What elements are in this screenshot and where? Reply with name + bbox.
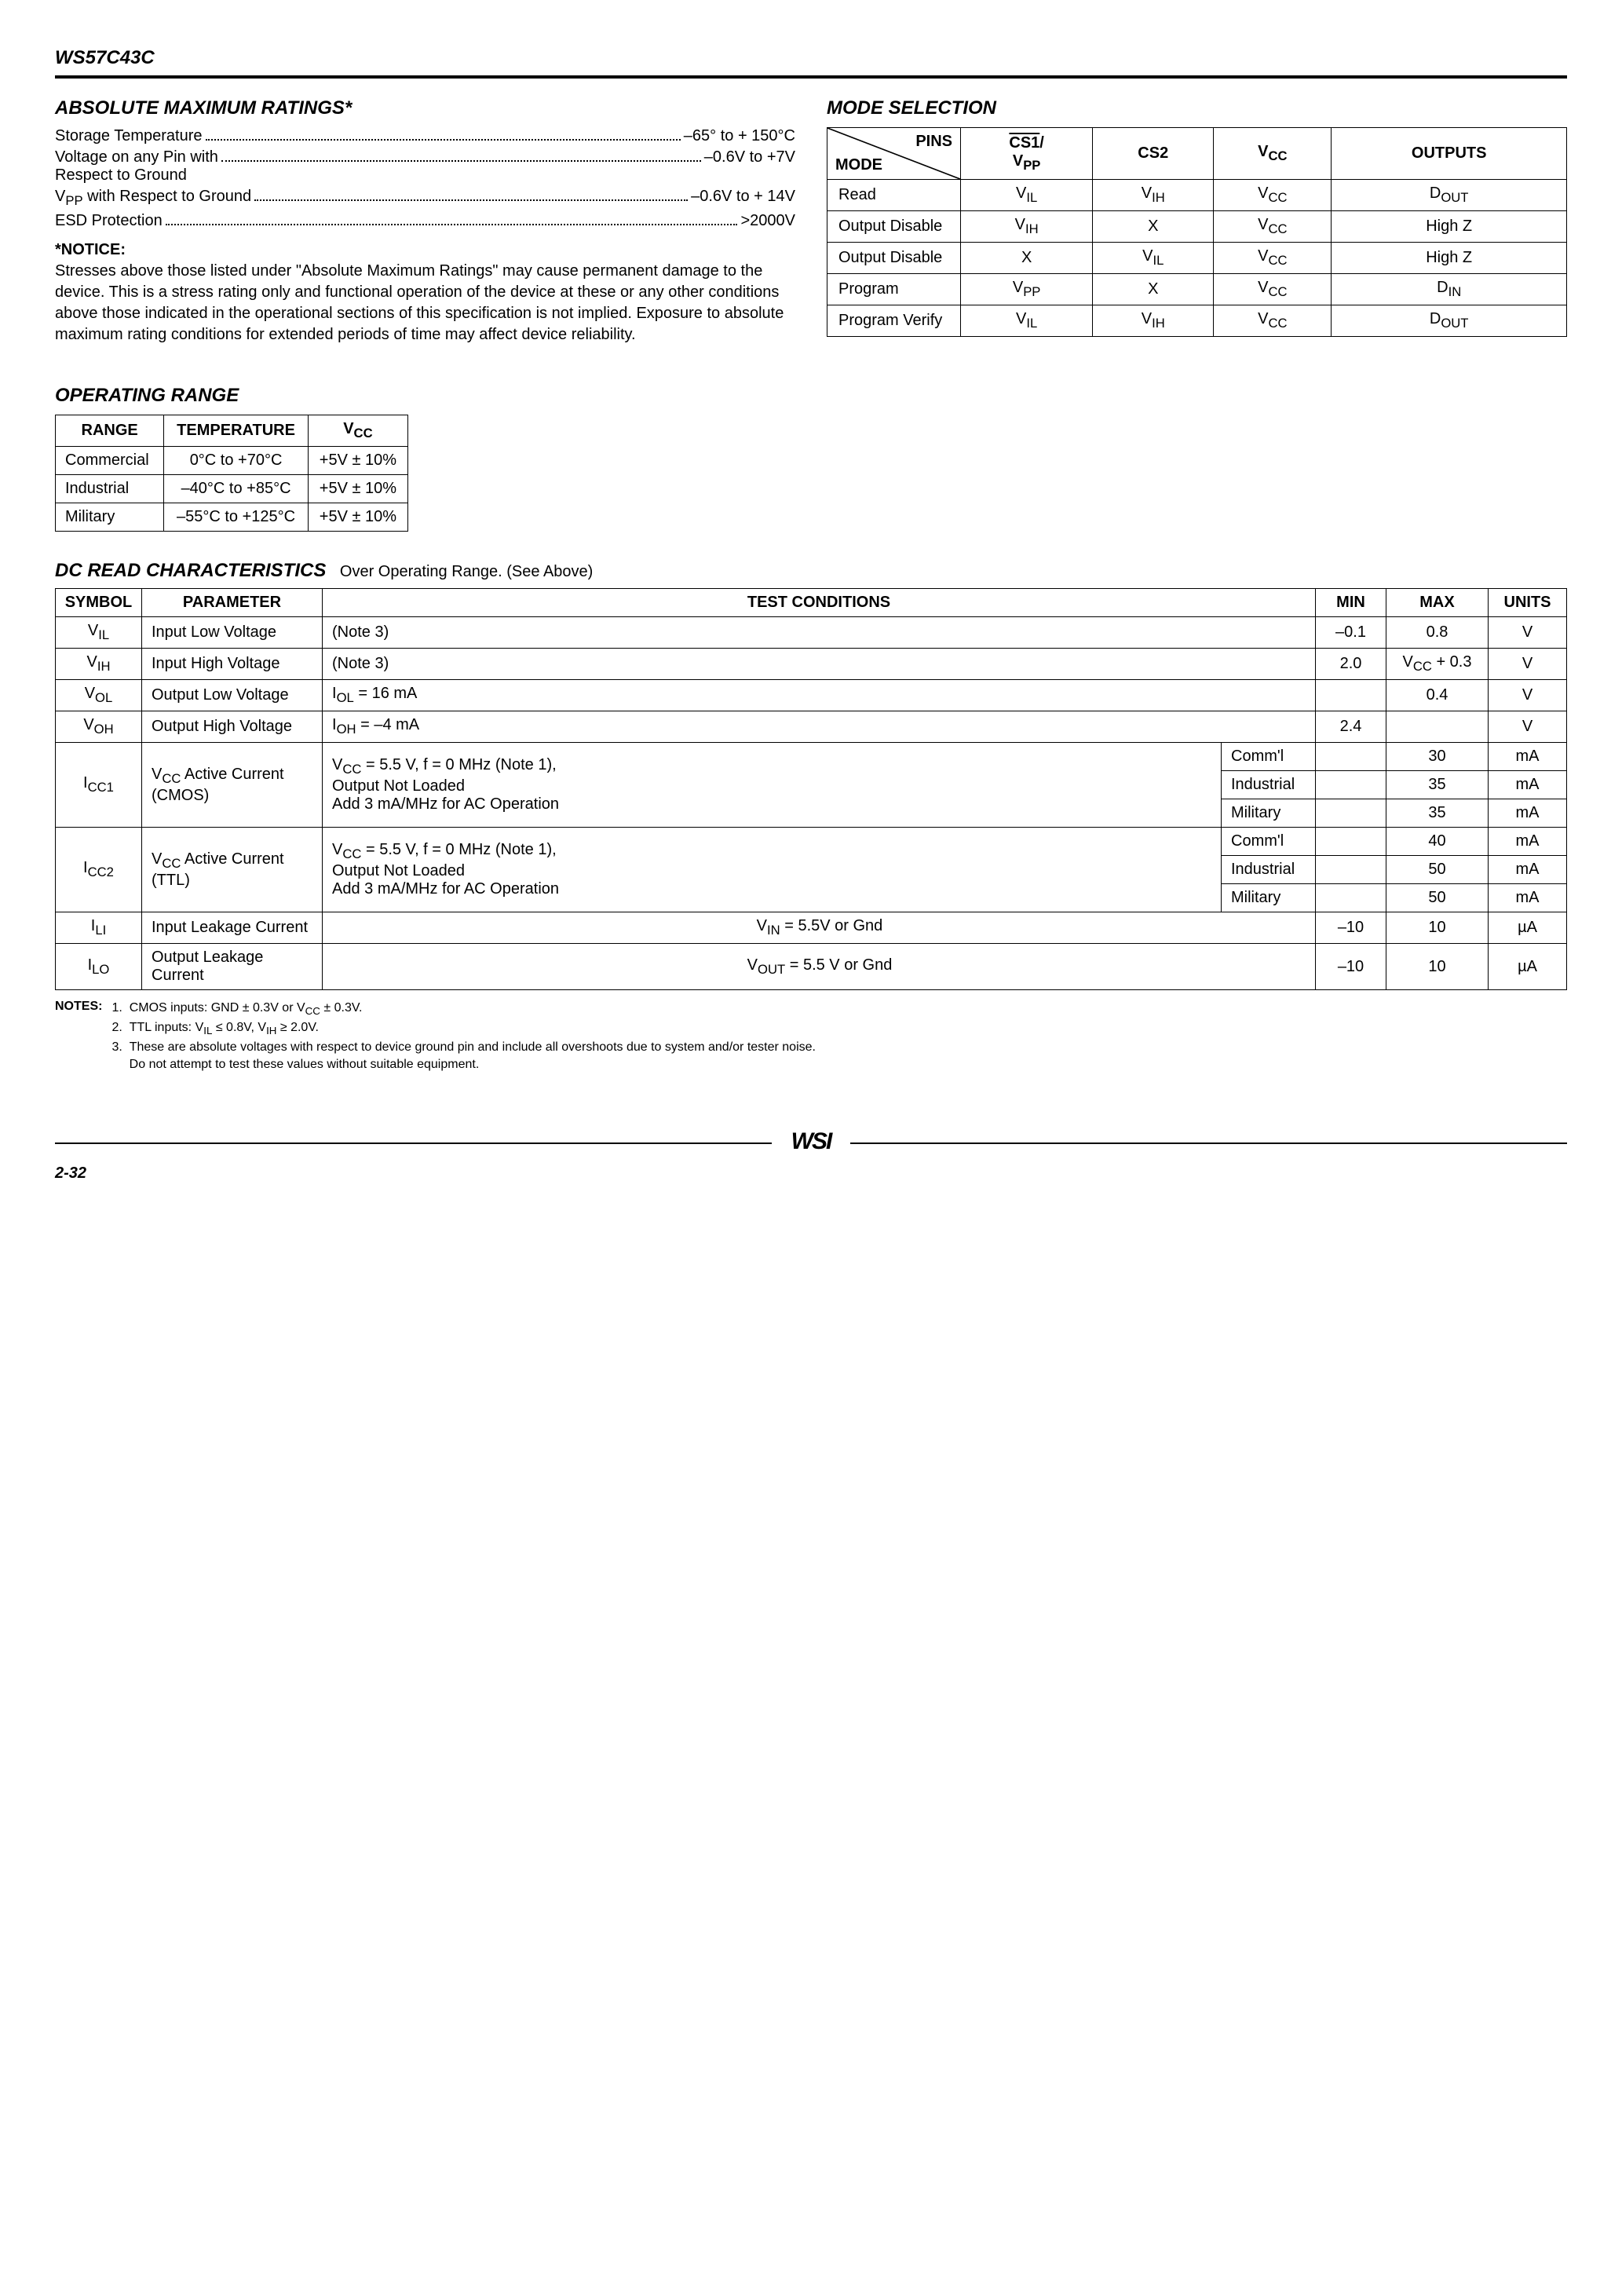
oprange-cell: 0°C to +70°C [164,447,309,475]
dc-title: DC READ CHARACTERISTICS [55,560,326,581]
mode-cell: VIL [1093,243,1214,274]
mode-hdr-mode: MODE [835,156,882,174]
part-number: WS57C43C [55,47,1567,69]
oprange-row: Commercial0°C to +70°C+5V ± 10% [56,447,408,475]
oprange-header: RANGE [56,415,164,447]
mode-cell: VCC [1214,305,1332,337]
amr-row: Voltage on any Pin withRespect to Ground… [55,148,795,185]
mode-cell: VCC [1214,274,1332,305]
notes: NOTES: 1. CMOS inputs: GND ± 0.3V or VCC… [55,1000,1567,1073]
oprange-cell: Military [56,503,164,532]
dc-row: ILOOutput Leakage CurrentVOUT = 5.5 V or… [56,944,1567,990]
oprange-title: OPERATING RANGE [55,385,1567,407]
amr-row: VPP with Respect to Ground–0.6V to + 14V [55,188,795,209]
amr-row: ESD Protection>2000V [55,212,795,230]
mode-row: Output DisableXVILVCCHigh Z [827,243,1567,274]
mode-hdr-out: OUTPUTS [1332,128,1567,180]
oprange-row: Military–55°C to +125°C+5V ± 10% [56,503,408,532]
header-rule [55,75,1567,79]
notice-body: Stresses above those listed under "Absol… [55,261,795,345]
mode-cell: X [961,243,1093,274]
mode-cell: Output Disable [827,243,961,274]
page-number: 2-32 [55,1164,1567,1183]
mode-cell: VCC [1214,211,1332,243]
dc-row: ILIInput Leakage CurrentVIN = 5.5V or Gn… [56,912,1567,944]
notes-label: NOTES: [55,1000,102,1073]
mode-cell: VCC [1214,243,1332,274]
oprange-cell: +5V ± 10% [308,475,407,503]
mode-cell: VIL [961,305,1093,337]
mode-cell: VCC [1214,180,1332,211]
mode-row: Program VerifyVILVIHVCCDOUT [827,305,1567,337]
mode-cell: High Z [1332,211,1567,243]
notice-title: *NOTICE: [55,241,795,259]
oprange-cell: +5V ± 10% [308,447,407,475]
amr-title: ABSOLUTE MAXIMUM RATINGS* [55,97,795,119]
oprange-cell: –55°C to +125°C [164,503,309,532]
dc-row: VILInput Low Voltage(Note 3)–0.10.8V [56,617,1567,649]
oprange-table: RANGETEMPERATUREVCC Commercial0°C to +70… [55,415,408,532]
mode-title: MODE SELECTION [827,97,1567,119]
note-item: 2. TTL inputs: VIL ≤ 0.8V, VIH ≥ 2.0V. [111,1019,816,1039]
dc-h-min: MIN [1316,589,1386,617]
note-item: 1. CMOS inputs: GND ± 0.3V or VCC ± 0.3V… [111,1000,816,1019]
dc-row: VOLOutput Low VoltageIOL = 16 mA0.4V [56,680,1567,711]
dc-row: ICC2VCC Active Current (TTL)VCC = 5.5 V,… [56,828,1567,856]
footer-logo: WSI [791,1128,831,1155]
mode-hdr-cs2: CS2 [1093,128,1214,180]
amr-list: Storage Temperature–65° to + 150°C Voltag… [55,127,795,230]
mode-hdr-vcc: VCC [1214,128,1332,180]
oprange-cell: –40°C to +85°C [164,475,309,503]
mode-cell: X [1093,274,1214,305]
mode-cell: Output Disable [827,211,961,243]
mode-cell: Program Verify [827,305,961,337]
oprange-row: Industrial–40°C to +85°C+5V ± 10% [56,475,408,503]
oprange-cell: Commercial [56,447,164,475]
mode-cell: VIH [1093,305,1214,337]
mode-cell: DOUT [1332,180,1567,211]
oprange-cell: Industrial [56,475,164,503]
amr-row: Storage Temperature–65° to + 150°C [55,127,795,145]
oprange-header: VCC [308,415,407,447]
mode-cell: VIL [961,180,1093,211]
mode-cell: X [1093,211,1214,243]
dc-row: ICC1VCC Active Current (CMOS)VCC = 5.5 V… [56,743,1567,771]
oprange-header: TEMPERATURE [164,415,309,447]
mode-cell: VIH [961,211,1093,243]
mode-cell: Read [827,180,961,211]
note-item: 3. These are absolute voltages with resp… [111,1039,816,1074]
dc-h-sym: SYMBOL [56,589,142,617]
mode-row: ProgramVPPXVCCDIN [827,274,1567,305]
dc-h-cond: TEST CONDITIONS [323,589,1316,617]
mode-hdr-pins: PINS [915,133,952,151]
mode-cell: VIH [1093,180,1214,211]
mode-table: PINS MODE CS1/VPP CS2 VCC OUTPUTS ReadVI… [827,127,1567,337]
dc-h-units: UNITS [1489,589,1567,617]
dc-row: VIHInput High Voltage(Note 3)2.0VCC + 0.… [56,649,1567,680]
dc-subtitle: Over Operating Range. (See Above) [340,563,593,580]
dc-row: VOHOutput High VoltageIOH = –4 mA2.4V [56,711,1567,743]
mode-cell: High Z [1332,243,1567,274]
dc-h-param: PARAMETER [142,589,323,617]
footer: WSI [55,1128,1567,1160]
mode-cell: VPP [961,274,1093,305]
mode-cell: Program [827,274,961,305]
dc-table: SYMBOL PARAMETER TEST CONDITIONS MIN MAX… [55,588,1567,990]
mode-cell: DIN [1332,274,1567,305]
oprange-cell: +5V ± 10% [308,503,407,532]
mode-row: ReadVILVIHVCCDOUT [827,180,1567,211]
mode-hdr-cs1: CS1/VPP [961,128,1093,180]
mode-cell: DOUT [1332,305,1567,337]
dc-h-max: MAX [1386,589,1489,617]
mode-row: Output DisableVIHXVCCHigh Z [827,211,1567,243]
